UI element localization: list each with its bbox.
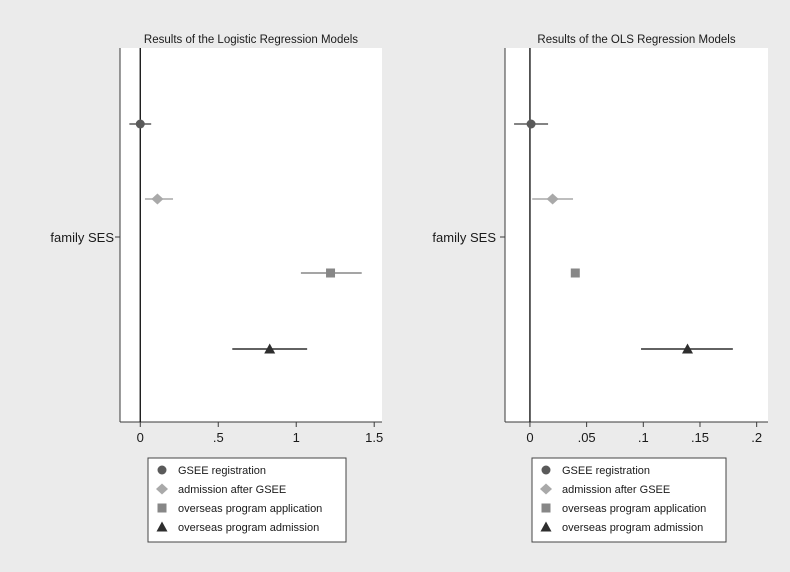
point-estimate bbox=[326, 268, 336, 278]
legend-marker bbox=[156, 483, 168, 495]
chart-panel-2: Results of the OLS Regression Models fami… bbox=[432, 34, 768, 543]
legend-box bbox=[531, 457, 727, 543]
point-estimate bbox=[135, 119, 145, 129]
chart-title: Results of the Logistic Regression Model… bbox=[144, 34, 358, 46]
x-tick-label: .2 bbox=[751, 430, 762, 445]
legend-label: overseas program admission bbox=[562, 522, 703, 534]
x-tick-label: 1 bbox=[293, 430, 300, 445]
legend-label: admission after GSEE bbox=[562, 484, 670, 496]
x-tick-label: 0 bbox=[137, 430, 144, 445]
legend-label: overseas program admission bbox=[178, 522, 319, 534]
legend-label: overseas program application bbox=[562, 503, 706, 515]
legend-box bbox=[147, 457, 347, 543]
legend-marker bbox=[157, 465, 167, 475]
point-estimate bbox=[570, 268, 580, 278]
legend-marker bbox=[156, 521, 168, 532]
x-tick-label: 0 bbox=[526, 430, 533, 445]
legend-marker bbox=[541, 465, 551, 475]
legend: GSEE registration admission after GSEE ove… bbox=[531, 457, 727, 543]
legend-label: GSEE registration bbox=[178, 465, 266, 477]
chart-panel-1: Results of the Logistic Regression Model… bbox=[50, 34, 383, 543]
legend-label: overseas program application bbox=[178, 503, 322, 515]
x-tick-label: .15 bbox=[691, 430, 709, 445]
x-tick-label: 1.5 bbox=[365, 430, 383, 445]
x-tick-label: .1 bbox=[638, 430, 649, 445]
point-estimate bbox=[264, 343, 276, 354]
point-estimate bbox=[151, 193, 164, 205]
y-tick-label: family SES bbox=[50, 230, 114, 245]
legend-marker bbox=[541, 503, 551, 513]
chart-title: Results of the OLS Regression Models bbox=[537, 34, 735, 46]
x-tick-label: .05 bbox=[578, 430, 596, 445]
legend-marker bbox=[540, 483, 552, 495]
legend-marker bbox=[157, 503, 167, 513]
legend-label: admission after GSEE bbox=[178, 484, 286, 496]
point-estimate bbox=[546, 193, 559, 205]
legend-marker bbox=[540, 521, 552, 532]
point-estimate bbox=[526, 119, 536, 129]
plot-area bbox=[505, 48, 768, 422]
point-estimate bbox=[682, 343, 694, 354]
legend-label: GSEE registration bbox=[562, 465, 650, 477]
y-tick-label: family SES bbox=[432, 230, 496, 245]
x-tick-label: .5 bbox=[213, 430, 224, 445]
plot-area bbox=[120, 48, 382, 422]
legend: GSEE registration admission after GSEE ove… bbox=[147, 457, 347, 543]
